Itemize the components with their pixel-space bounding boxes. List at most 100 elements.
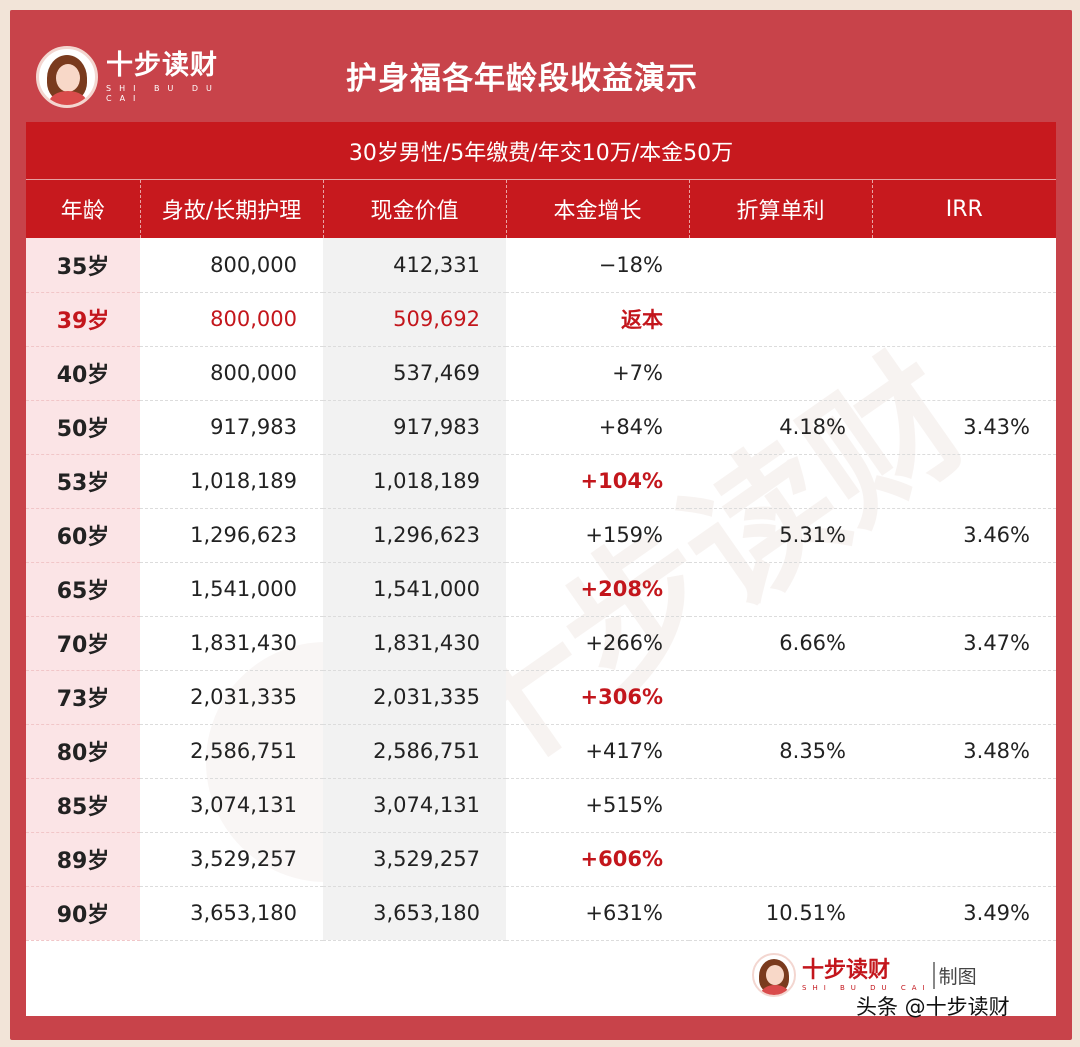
cash-value-cell: 537,469: [323, 346, 506, 401]
death-benefit-cell: 3,074,131: [140, 778, 323, 833]
cash-value-cell: 917,983: [323, 400, 506, 455]
table-row: 40岁 800,000 537,469 +7%: [26, 346, 1056, 401]
brand-name: 十步读财: [106, 50, 218, 81]
table-row: 53岁 1,018,189 1,018,189 +104%: [26, 454, 1056, 509]
footer-brand-pinyin: SHI BU DU CAI: [802, 983, 931, 992]
table-row: 50岁 917,983 917,983 +84% 4.18% 3.43%: [26, 400, 1056, 455]
table-row: 80岁 2,586,751 2,586,751 +417% 8.35% 3.48%: [26, 724, 1056, 779]
growth-cell: +631%: [506, 886, 689, 941]
col-header-age: 年龄: [26, 180, 141, 238]
cash-value-cell: 3,529,257: [323, 832, 506, 887]
age-cell: 70岁: [26, 616, 140, 671]
growth-cell: +515%: [506, 778, 689, 833]
simple-rate-cell: 10.51%: [689, 886, 872, 941]
col-header-cash-value: 现金价值: [323, 180, 507, 238]
cash-value-cell: 3,653,180: [323, 886, 506, 941]
footer-made-by: 制图: [932, 961, 977, 989]
table-row: 89岁 3,529,257 3,529,257 +606%: [26, 832, 1056, 887]
growth-cell: −18%: [506, 238, 689, 293]
death-benefit-cell: 800,000: [140, 238, 323, 293]
table-row: 85岁 3,074,131 3,074,131 +515%: [26, 778, 1056, 833]
cash-value-cell: 509,692: [323, 292, 506, 347]
simple-rate-cell: [689, 346, 872, 401]
age-cell: 35岁: [26, 238, 140, 293]
col-header-growth: 本金增长: [506, 180, 690, 238]
growth-cell: +7%: [506, 346, 689, 401]
growth-highlight: +606%: [580, 847, 663, 871]
cash-value-cell: 1,018,189: [323, 454, 506, 509]
age-cell: 50岁: [26, 400, 140, 455]
irr-cell: [872, 832, 1056, 887]
irr-cell: 3.48%: [872, 724, 1056, 779]
death-benefit-cell: 1,296,623: [140, 508, 323, 563]
growth-cell: 返本: [506, 292, 689, 347]
death-benefit-cell: 2,586,751: [140, 724, 323, 779]
growth-cell: +266%: [506, 616, 689, 671]
cash-value-cell: 3,074,131: [323, 778, 506, 833]
table-row: 60岁 1,296,623 1,296,623 +159% 5.31% 3.46%: [26, 508, 1056, 563]
age-cell: 53岁: [26, 454, 140, 509]
simple-rate-cell: [689, 670, 872, 725]
table-row: 65岁 1,541,000 1,541,000 +208%: [26, 562, 1056, 617]
growth-highlight: +208%: [580, 577, 663, 601]
irr-cell: 3.47%: [872, 616, 1056, 671]
irr-cell: 3.46%: [872, 508, 1056, 563]
irr-cell: [872, 346, 1056, 401]
simple-rate-cell: [689, 454, 872, 509]
table-row: 90岁 3,653,180 3,653,180 +631% 10.51% 3.49%: [26, 886, 1056, 941]
simple-rate-cell: 5.31%: [689, 508, 872, 563]
source-credit: 头条 @十步读财: [856, 995, 1010, 1019]
age-cell: 39岁: [26, 292, 140, 347]
irr-cell: [872, 292, 1056, 347]
irr-cell: [872, 562, 1056, 617]
death-benefit-cell: 3,653,180: [140, 886, 323, 941]
table-row: 39岁 800,000 509,692 返本: [26, 292, 1056, 347]
cash-value-cell: 412,331: [323, 238, 506, 293]
simple-rate-cell: [689, 832, 872, 887]
death-benefit-cell: 800,000: [140, 292, 323, 347]
simple-rate-cell: [689, 238, 872, 293]
irr-cell: [872, 778, 1056, 833]
footer-avatar-icon: [752, 953, 796, 997]
footer-logo: 十步读财 SHI BU DU CAI 制图: [752, 948, 977, 1002]
table-subtitle: 30岁男性/5年缴费/年交10万/本金50万: [26, 122, 1056, 180]
returns-table: 年龄 身故/长期护理 现金价值 本金增长 折算单利 IRR 35岁 800,000…: [26, 180, 1056, 941]
death-benefit-cell: 3,529,257: [140, 832, 323, 887]
brand-text: 十步读财 SHI BU DU CAI: [106, 50, 226, 104]
age-cell: 89岁: [26, 832, 140, 887]
irr-cell: [872, 670, 1056, 725]
simple-rate-cell: 4.18%: [689, 400, 872, 455]
col-header-irr: IRR: [872, 180, 1056, 238]
cash-value-cell: 1,541,000: [323, 562, 506, 617]
death-benefit-cell: 2,031,335: [140, 670, 323, 725]
irr-cell: [872, 454, 1056, 509]
irr-cell: 3.49%: [872, 886, 1056, 941]
table-header-row: 年龄 身故/长期护理 现金价值 本金增长 折算单利 IRR: [26, 180, 1056, 238]
growth-cell: +306%: [506, 670, 689, 725]
age-cell: 85岁: [26, 778, 140, 833]
death-benefit-cell: 1,541,000: [140, 562, 323, 617]
growth-cell: +159%: [506, 508, 689, 563]
table-card: 十步读财 30岁男性/5年缴费/年交10万/本金50万 年龄 身故/长期护理 现…: [26, 122, 1056, 1016]
age-cell: 73岁: [26, 670, 140, 725]
age-cell: 60岁: [26, 508, 140, 563]
cash-value-cell: 2,031,335: [323, 670, 506, 725]
table-row: 35岁 800,000 412,331 −18%: [26, 238, 1056, 293]
footer-brand: 十步读财 SHI BU DU CAI: [802, 958, 931, 993]
poster-header: 十步读财 SHI BU DU CAI 护身福各年龄段收益演示: [10, 34, 1072, 122]
brand-pinyin: SHI BU DU CAI: [106, 84, 220, 103]
growth-highlight: +104%: [580, 469, 663, 493]
growth-cell: +208%: [506, 562, 689, 617]
col-header-simple-rate: 折算单利: [689, 180, 873, 238]
brand-logo: 十步读财 SHI BU DU CAI: [36, 44, 226, 110]
growth-cell: +417%: [506, 724, 689, 779]
irr-cell: 3.43%: [872, 400, 1056, 455]
growth-cell: +104%: [506, 454, 689, 509]
growth-highlight: +306%: [580, 685, 663, 709]
cash-value-cell: 1,831,430: [323, 616, 506, 671]
cash-value-cell: 1,296,623: [323, 508, 506, 563]
simple-rate-cell: 8.35%: [689, 724, 872, 779]
footer-brand-name: 十步读财: [802, 957, 891, 983]
age-cell: 65岁: [26, 562, 140, 617]
cash-value-cell: 2,586,751: [323, 724, 506, 779]
